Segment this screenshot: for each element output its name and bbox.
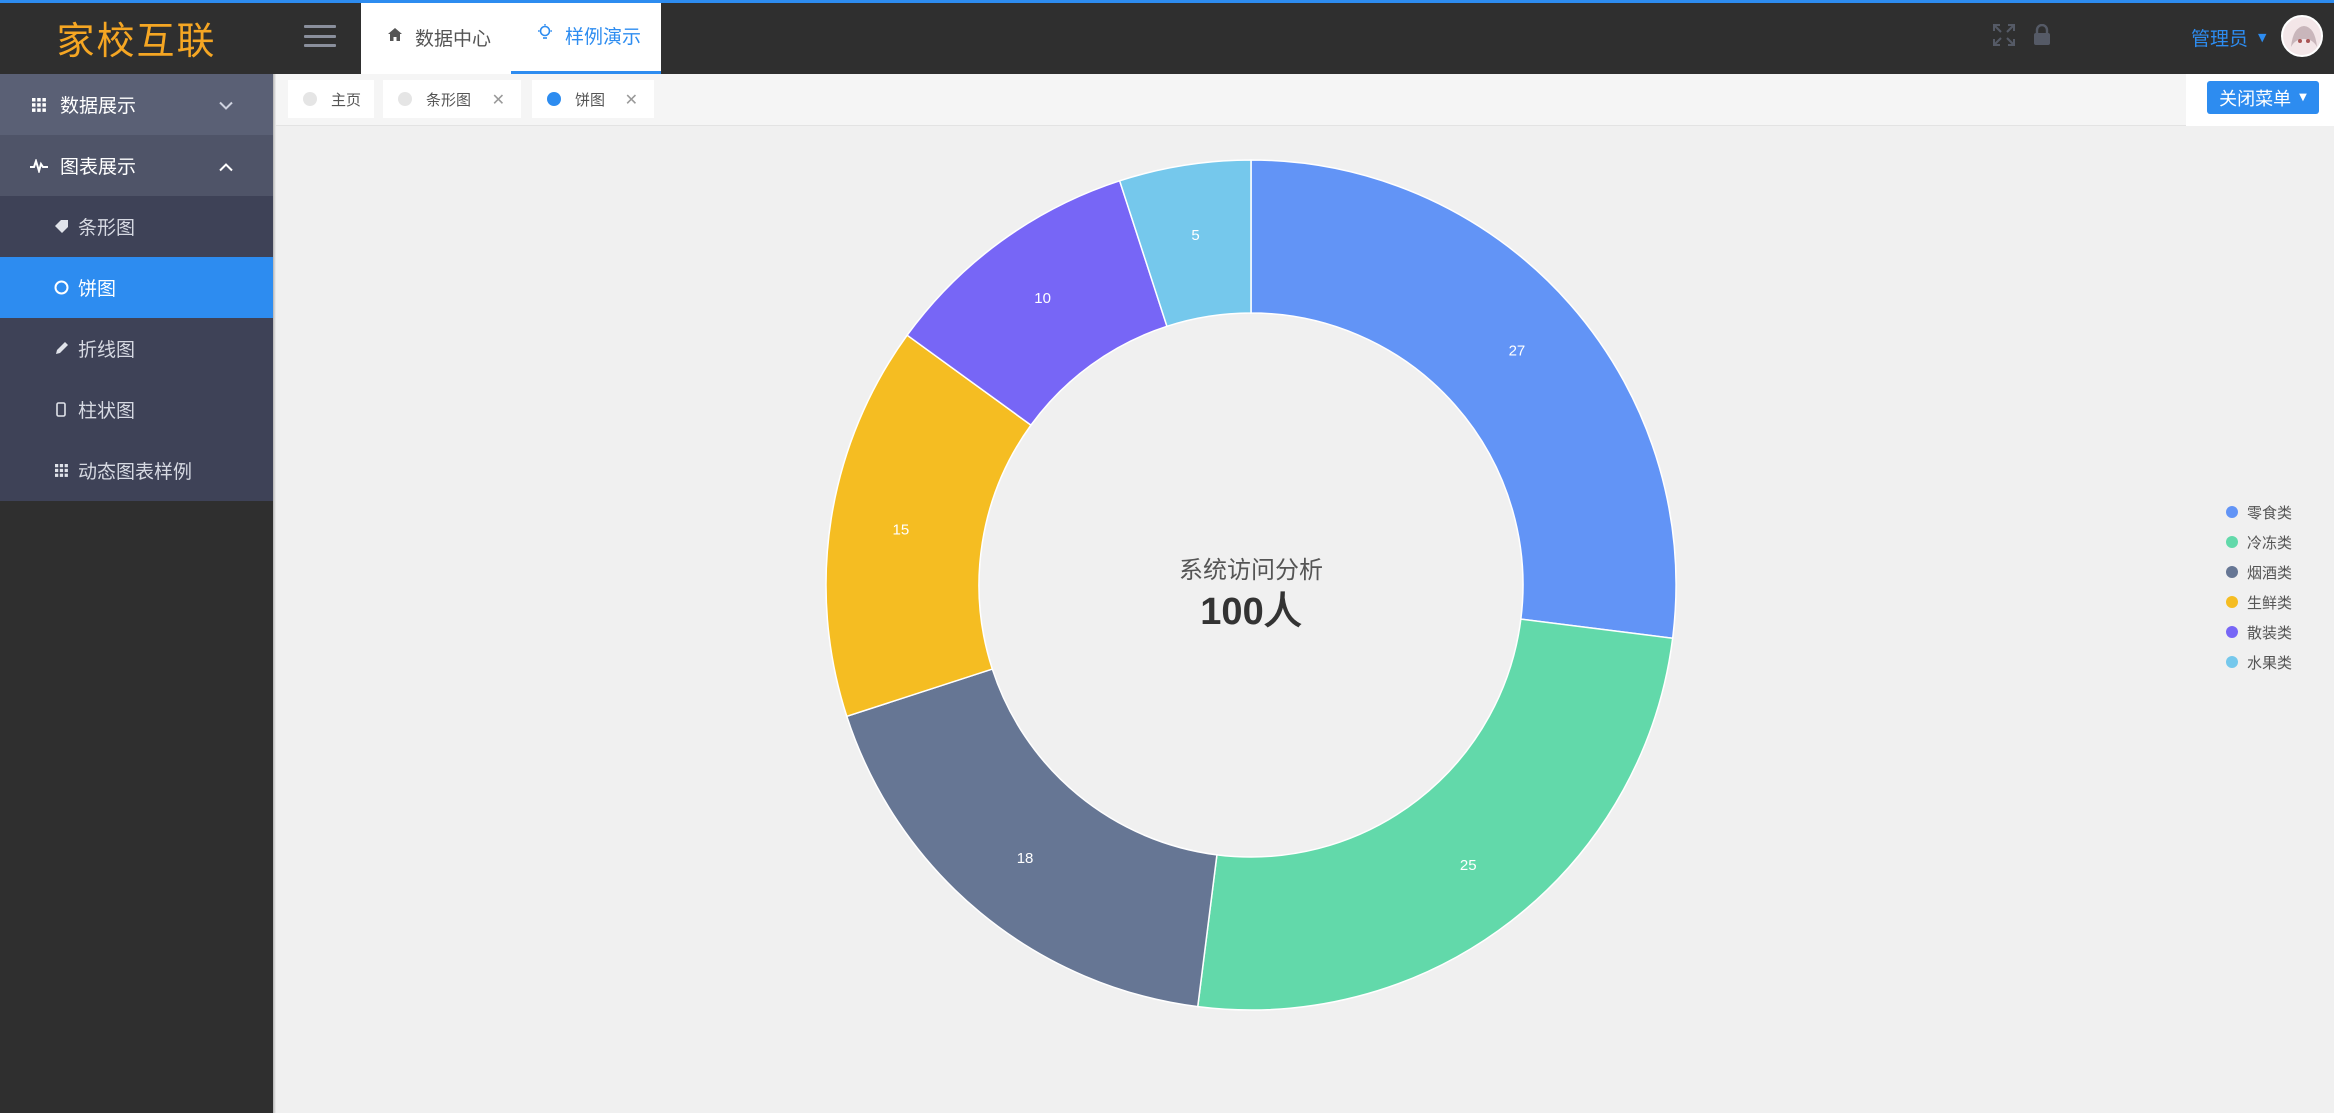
circle-icon (52, 280, 70, 295)
fullscreen-icon[interactable] (1993, 24, 2015, 52)
chevron-up-icon (219, 156, 233, 175)
logo: 家校互联 (0, 0, 273, 74)
pie-slice-label: 27 (1509, 343, 1526, 360)
tag-dot-icon (398, 92, 412, 106)
legend-label: 散装类 (2247, 623, 2293, 642)
pie-slice-label: 18 (1017, 850, 1034, 867)
close-menu-button[interactable]: 关闭菜单 ▼ (2207, 81, 2319, 114)
user-name: 管理员 (2191, 27, 2249, 50)
pie-slice[interactable] (845, 668, 1218, 1008)
sidebar-item-label: 饼图 (78, 278, 117, 300)
sidebar-submenu: 条形图 饼图 折线图 柱状图 动态图表样例 (0, 196, 273, 501)
pie-slice[interactable] (1118, 159, 1252, 328)
bulb-icon (537, 24, 553, 47)
user-menu[interactable]: 管理员 ▼ (2191, 0, 2266, 74)
tag-home[interactable]: 主页 (288, 80, 374, 118)
sidebar-group-label: 数据展示 (60, 95, 137, 117)
sidebar-shadow (273, 74, 276, 1113)
pie-slice-label: 5 (1191, 227, 1199, 244)
logo-text: 家校互联 (56, 18, 217, 63)
tag-bar-chart[interactable]: 条形图 ✕ (383, 80, 521, 118)
tag-label: 主页 (331, 90, 362, 109)
lock-icon[interactable] (2033, 23, 2051, 52)
tag-bar: 主页 条形图 ✕ 饼图 ✕ 关闭菜单 ▼ (276, 74, 2334, 126)
pie-slice-label: 10 (1034, 290, 1051, 307)
caret-down-icon: ▼ (2258, 30, 2267, 44)
grid-icon (28, 97, 50, 112)
sidebar-item-column-chart[interactable]: 柱状图 (0, 379, 273, 440)
caret-down-icon: ▼ (2299, 92, 2307, 103)
close-menu-label: 关闭菜单 (2219, 88, 2292, 110)
tab-data-center[interactable]: 数据中心 (387, 0, 491, 74)
close-icon[interactable]: ✕ (491, 89, 505, 109)
tag-label: 条形图 (426, 90, 472, 109)
legend-dot-icon (2226, 656, 2238, 668)
tag-dot-icon (547, 92, 561, 106)
legend-item[interactable]: 烟酒类 (2226, 557, 2292, 587)
sidebar-item-label: 柱状图 (78, 400, 136, 422)
legend-item[interactable]: 生鲜类 (2226, 587, 2292, 617)
legend-dot-icon (2226, 536, 2238, 548)
chart-legend: 零食类冷冻类烟酒类生鲜类散装类水果类 (2226, 497, 2292, 677)
legend-label: 水果类 (2247, 653, 2293, 672)
pie-slice[interactable] (825, 334, 1032, 718)
pie-slice[interactable] (1250, 159, 1677, 640)
pie-slice-label: 25 (1460, 857, 1477, 874)
legend-label: 烟酒类 (2247, 563, 2293, 582)
tab-label: 样例演示 (565, 26, 642, 48)
sidebar-group-data-display[interactable]: 数据展示 (0, 74, 273, 135)
sidebar-item-bar-chart[interactable]: 条形图 (0, 196, 273, 257)
home-icon (387, 27, 403, 47)
tag-pie-chart[interactable]: 饼图 ✕ (532, 80, 654, 118)
legend-label: 零食类 (2247, 503, 2293, 522)
phone-icon (52, 402, 70, 417)
legend-item[interactable]: 冷冻类 (2226, 527, 2292, 557)
tag-icon (52, 219, 70, 234)
top-accent-line (0, 0, 2334, 3)
pie-slice-label: 15 (893, 522, 910, 539)
header: 数据中心 样例演示 管理员 ▼ (273, 0, 2334, 74)
pulse-icon (28, 158, 50, 173)
legend-dot-icon (2226, 506, 2238, 518)
sidebar-item-line-chart[interactable]: 折线图 (0, 318, 273, 379)
legend-item[interactable]: 水果类 (2226, 647, 2292, 677)
tab-demo[interactable]: 样例演示 (511, 0, 661, 74)
close-icon[interactable]: ✕ (624, 89, 638, 109)
grid-icon (52, 464, 70, 477)
sidebar-item-label: 动态图表样例 (78, 461, 193, 483)
legend-item[interactable]: 零食类 (2226, 497, 2292, 527)
legend-item[interactable]: 散装类 (2226, 617, 2292, 647)
sidebar-item-dynamic-charts[interactable]: 动态图表样例 (0, 440, 273, 501)
sidebar-item-pie-chart[interactable]: 饼图 (0, 257, 273, 318)
sidebar-item-label: 条形图 (78, 217, 136, 239)
hamburger-menu-icon[interactable] (304, 25, 336, 47)
legend-dot-icon (2226, 626, 2238, 638)
pie-slice[interactable] (1196, 618, 1674, 1011)
header-tabs: 数据中心 样例演示 (361, 0, 661, 74)
chart-center-title: 系统访问分析 (1179, 557, 1323, 584)
sidebar-group-charts[interactable]: 图表展示 (0, 135, 273, 196)
legend-label: 生鲜类 (2247, 593, 2293, 612)
tag-dot-icon (303, 92, 317, 106)
sidebar-item-label: 折线图 (78, 339, 136, 361)
sidebar-group-label: 图表展示 (60, 156, 137, 178)
sidebar: 家校互联 数据展示 图表展示 条形图 饼图 (0, 0, 273, 1113)
header-tools (1993, 23, 2051, 52)
tab-label: 数据中心 (415, 27, 492, 50)
legend-label: 冷冻类 (2247, 533, 2293, 552)
pen-icon (52, 341, 70, 356)
legend-dot-icon (2226, 566, 2238, 578)
chevron-down-icon (219, 95, 233, 114)
tag-label: 饼图 (575, 90, 606, 109)
chart-center-value: 100人 (1200, 591, 1301, 633)
avatar[interactable] (2281, 15, 2323, 57)
pie-slice[interactable] (906, 179, 1168, 427)
legend-dot-icon (2226, 596, 2238, 608)
